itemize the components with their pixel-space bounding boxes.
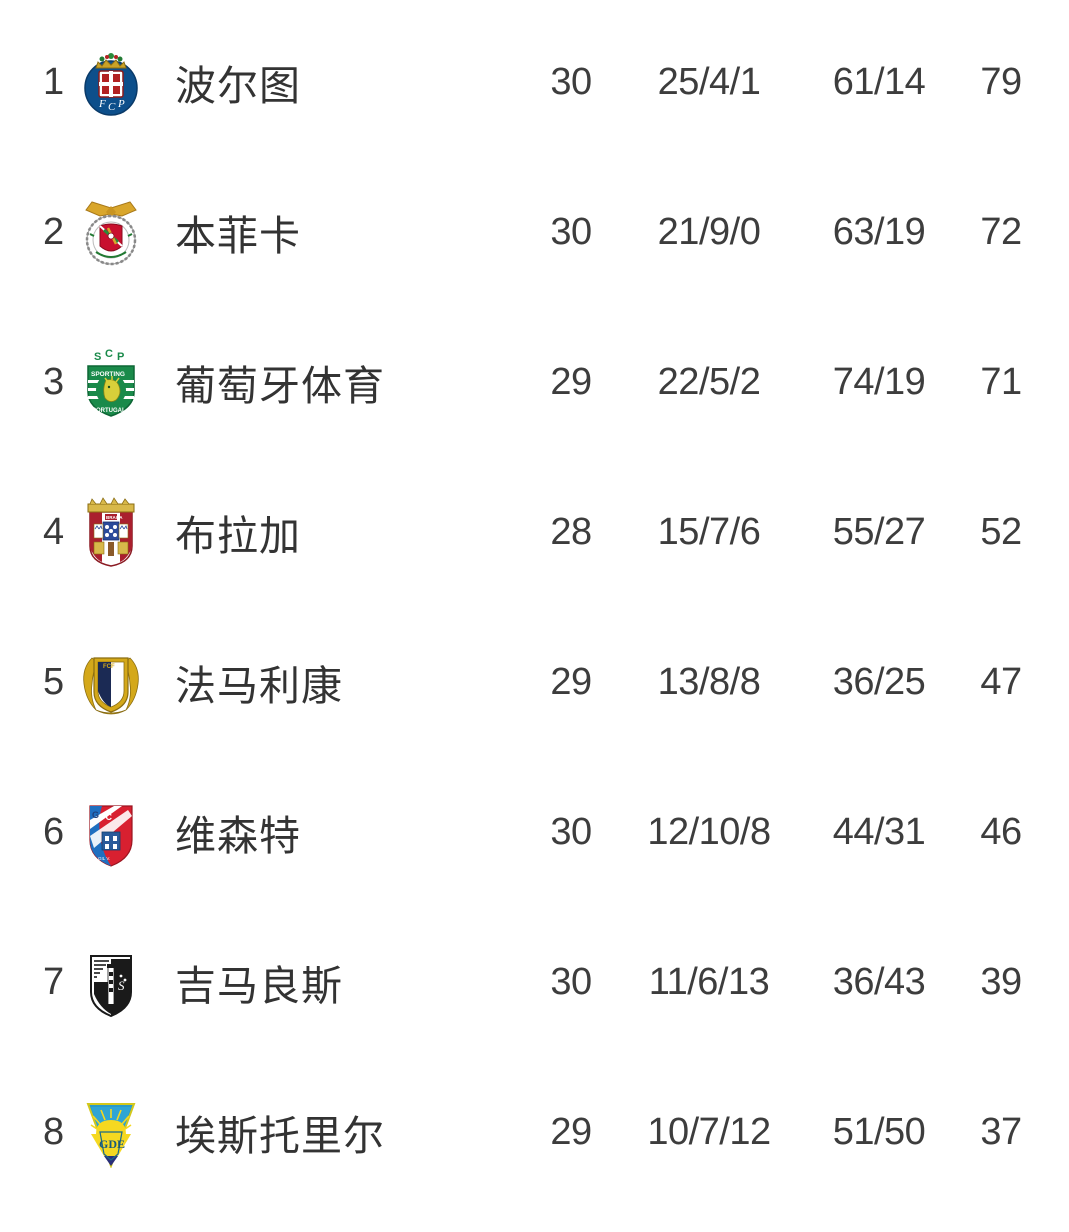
rank-cell: 7 [43, 960, 64, 1003]
svg-text:GIL V.: GIL V. [98, 856, 110, 861]
table-row[interactable]: 4 BRAGA [0, 457, 1069, 607]
table-row[interactable]: 6 FC G GIL V. 维森特 30 12/10/8 44/31 46 [0, 757, 1069, 907]
porto-crest-svg: F C P [84, 53, 138, 116]
rank-cell: 4 [43, 510, 64, 553]
table-row[interactable]: 1 F C P [0, 7, 1069, 157]
goals-cell: 74/19 [832, 360, 926, 403]
estoril-crest-svg: GDE [86, 1103, 136, 1168]
svg-text:F: F [98, 98, 106, 110]
goals-cell: 63/19 [832, 210, 926, 253]
goals-cell: 61/14 [832, 60, 926, 103]
table-row[interactable]: 7 S [0, 907, 1069, 1057]
guimaraes-crest-svg: S [90, 955, 132, 1018]
estoril-crest-icon: GDE [70, 1096, 152, 1168]
table-row[interactable]: 3 S C P SPORTING PORTUGAL 葡萄牙体育 29 22/5/… [0, 307, 1069, 457]
rank-cell: 1 [43, 60, 64, 103]
goals-cell: 36/43 [832, 960, 926, 1003]
played-cell: 29 [550, 360, 592, 403]
table-row[interactable]: 2 本菲卡 30 21/9/0 63/19 72 [0, 157, 1069, 307]
porto-crest-icon: F C P [70, 46, 152, 118]
team-name-cell: 埃斯托里尔 [175, 1113, 385, 1159]
svg-text:SPORTING: SPORTING [91, 371, 125, 378]
played-cell: 30 [550, 960, 592, 1003]
famalicao-crest-svg: FCF [83, 657, 139, 715]
braga-crest-svg: BRAGA [87, 497, 135, 567]
svg-text:C: C [108, 101, 116, 113]
braga-crest-icon: BRAGA [70, 496, 152, 568]
record-cell: 22/5/2 [657, 360, 761, 403]
record-cell: 10/7/12 [647, 1110, 771, 1153]
points-cell: 71 [980, 360, 1022, 403]
svg-text:S: S [94, 351, 101, 363]
rank-cell: 5 [43, 660, 64, 703]
record-cell: 11/6/13 [648, 960, 770, 1003]
gil-vicente-crest-svg: FC G GIL V. [89, 805, 133, 867]
svg-text:G: G [92, 810, 99, 820]
svg-text:FC: FC [100, 812, 112, 822]
table-row[interactable]: 5 FCF 法马利康 29 13/8/8 36/25 47 [0, 607, 1069, 757]
table-row[interactable]: 8 GDE 埃斯托里尔 [0, 1057, 1069, 1207]
team-name-cell: 波尔图 [175, 63, 301, 109]
points-cell: 47 [980, 660, 1022, 703]
points-cell: 72 [980, 210, 1022, 253]
team-name-cell: 维森特 [175, 813, 301, 859]
team-name-cell: 葡萄牙体育 [175, 363, 385, 409]
benfica-crest-svg [85, 201, 137, 266]
team-name-cell: 本菲卡 [175, 213, 301, 259]
goals-cell: 51/50 [832, 1110, 926, 1153]
played-cell: 30 [550, 210, 592, 253]
record-cell: 13/8/8 [657, 660, 761, 703]
record-cell: 12/10/8 [647, 810, 771, 853]
played-cell: 29 [550, 660, 592, 703]
goals-cell: 44/31 [832, 810, 926, 853]
sporting-crest-svg: S C P SPORTING PORTUGAL [87, 348, 135, 417]
rank-cell: 3 [43, 360, 64, 403]
played-cell: 29 [550, 1110, 592, 1153]
points-cell: 79 [980, 60, 1022, 103]
team-name-cell: 法马利康 [175, 663, 343, 709]
played-cell: 30 [550, 60, 592, 103]
points-cell: 39 [980, 960, 1022, 1003]
svg-text:FCF: FCF [103, 664, 115, 670]
svg-text:P: P [117, 351, 124, 363]
sporting-crest-icon: S C P SPORTING PORTUGAL [70, 346, 152, 418]
team-name-cell: 吉马良斯 [175, 963, 343, 1009]
svg-text:C: C [105, 348, 113, 360]
benfica-crest-icon [70, 196, 152, 268]
team-name-cell: 布拉加 [175, 513, 301, 559]
svg-text:BRAGA: BRAGA [106, 515, 123, 520]
guimaraes-crest-icon: S [70, 946, 152, 1018]
played-cell: 30 [550, 810, 592, 853]
rank-cell: 2 [43, 210, 64, 253]
goals-cell: 55/27 [832, 510, 926, 553]
record-cell: 25/4/1 [657, 60, 761, 103]
gil-vicente-crest-icon: FC G GIL V. [70, 796, 152, 868]
goals-cell: 36/25 [832, 660, 926, 703]
points-cell: 37 [980, 1110, 1022, 1153]
famalicao-crest-icon: FCF [70, 646, 152, 718]
svg-text:PORTUGAL: PORTUGAL [92, 408, 126, 414]
rank-cell: 8 [43, 1110, 64, 1153]
svg-text:P: P [117, 98, 125, 110]
svg-text:S: S [118, 978, 125, 993]
rank-cell: 6 [43, 810, 64, 853]
played-cell: 28 [550, 510, 592, 553]
svg-text:GDE: GDE [99, 1137, 125, 1151]
points-cell: 46 [980, 810, 1022, 853]
record-cell: 21/9/0 [657, 210, 761, 253]
points-cell: 52 [980, 510, 1022, 553]
record-cell: 15/7/6 [657, 510, 761, 553]
